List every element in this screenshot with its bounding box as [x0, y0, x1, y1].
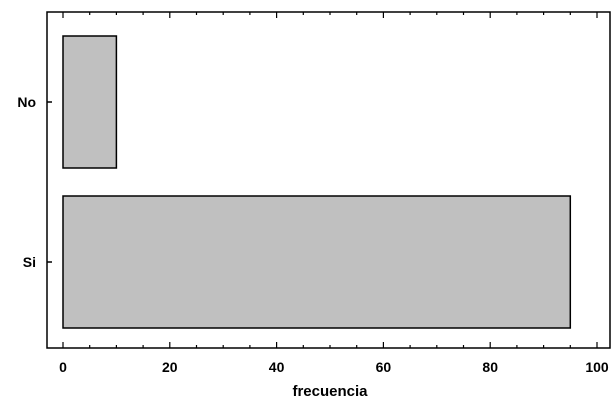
x-tick-label: 20: [162, 359, 178, 375]
x-tick-label: 100: [585, 359, 609, 375]
y-category-label: No: [17, 94, 36, 110]
bars-group: [62, 35, 572, 329]
y-category-label: Si: [23, 254, 36, 270]
x-axis-title: frecuencia: [292, 383, 368, 400]
bar-si: [62, 195, 572, 329]
x-ticks-group: 0 20 40 60 80 100: [59, 12, 609, 375]
x-tick-label: 60: [376, 359, 392, 375]
x-tick-label: 80: [482, 359, 498, 375]
y-categories-group: No Si: [17, 94, 52, 270]
x-tick-label: 0: [59, 359, 67, 375]
x-tick-label: 40: [269, 359, 285, 375]
plot-frame: [46, 11, 611, 349]
bar-no: [62, 35, 118, 169]
